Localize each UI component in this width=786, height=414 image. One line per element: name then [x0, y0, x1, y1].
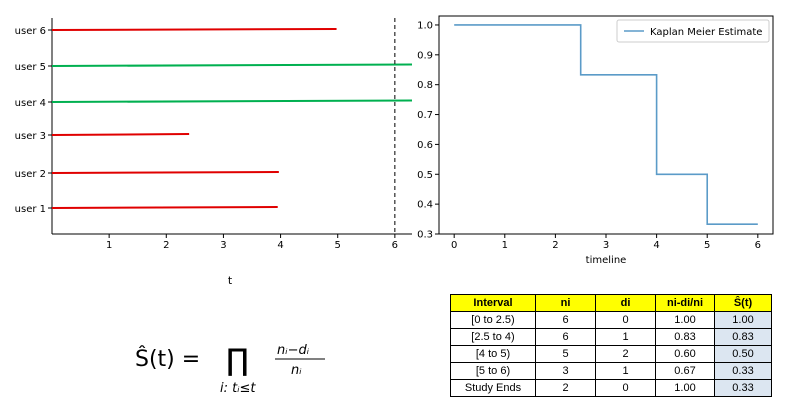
- cell-interval: [0 to 2.5): [450, 311, 536, 329]
- x-tick-label: 5: [335, 240, 341, 251]
- cell-di: 0: [595, 311, 656, 329]
- cell-di: 2: [595, 345, 656, 363]
- cell-di: 0: [595, 379, 656, 397]
- header-ratio: ni-di/ni: [655, 294, 715, 312]
- user-follow-up-line: [51, 63, 413, 67]
- cell-ratio: 0.60: [655, 345, 715, 363]
- cell-ratio: 1.00: [655, 311, 715, 329]
- x-tick-label: 3: [603, 240, 609, 251]
- table-row: [5 to 6) 3 1 0.67 0.33: [450, 362, 772, 380]
- x-tick-label: 2: [552, 240, 558, 251]
- km-step-line: [454, 24, 758, 225]
- user-follow-up-line: [51, 28, 337, 31]
- cell-di: 1: [595, 362, 656, 380]
- user-follow-up-line: [51, 171, 279, 174]
- y-tick-label: 0.3: [417, 230, 433, 241]
- y-tick-label: user 2: [15, 169, 46, 180]
- y-tick-label: user 4: [15, 98, 46, 109]
- table-row: [0 to 2.5) 6 0 1.00 1.00: [450, 311, 772, 329]
- km-formula: Ŝ(t) = ∏ i: tᵢ≤t nᵢ−dᵢ nᵢ: [135, 343, 325, 396]
- y-tick-label: 0.5: [417, 170, 433, 181]
- cell-ni: 2: [535, 379, 596, 397]
- cell-survival: 0.33: [714, 362, 772, 380]
- y-tick-label: user 1: [15, 204, 46, 215]
- user-follow-up-line: [51, 133, 190, 136]
- product-operator: ∏: [226, 343, 249, 378]
- x-tick-label: 0: [451, 240, 457, 251]
- header-survival: Ŝ(t): [714, 294, 772, 312]
- cell-ratio: 0.67: [655, 362, 715, 380]
- cell-survival: 0.50: [714, 345, 772, 363]
- x-tick-label: 5: [704, 240, 710, 251]
- cell-ni: 3: [535, 362, 596, 380]
- cell-interval: [5 to 6): [450, 362, 536, 380]
- x-tick-label: 1: [106, 240, 112, 251]
- kaplan-meier-chart: 0.3 0.4 0.5 0.6 0.7 0.8 0.9 1.0 0 1 2 3 4 5 6 Kaplan …: [417, 15, 774, 266]
- cell-ratio: 1.00: [655, 379, 715, 397]
- y-tick-label: 0.9: [417, 50, 433, 61]
- y-tick-label: 0.6: [417, 140, 433, 151]
- cell-interval: [4 to 5): [450, 345, 536, 363]
- x-tick-label: 4: [277, 240, 283, 251]
- x-axis-label: timeline: [586, 255, 627, 266]
- table-row: [4 to 5) 5 2 0.60 0.50: [450, 345, 772, 363]
- cell-interval: Study Ends: [450, 379, 536, 397]
- y-tick-label: user 5: [15, 62, 46, 73]
- x-tick-label: 1: [502, 240, 508, 251]
- fraction-numerator: nᵢ−dᵢ: [277, 343, 310, 358]
- km-table: Interval ni di ni-di/ni Ŝ(t) [0 to 2.5) …: [450, 294, 772, 397]
- table-header-row: Interval ni di ni-di/ni Ŝ(t): [450, 294, 772, 312]
- fraction-denominator: nᵢ: [291, 363, 302, 378]
- y-tick-label: 0.7: [417, 110, 433, 121]
- y-tick-label: user 3: [15, 131, 46, 142]
- table-row: Study Ends 2 0 1.00 0.33: [450, 379, 772, 397]
- x-tick-label: 4: [653, 240, 659, 251]
- legend-box: [616, 19, 770, 43]
- cell-di: 1: [595, 328, 656, 346]
- y-tick-label: 0.8: [417, 80, 433, 91]
- cell-survival: 1.00: [714, 311, 772, 329]
- formula-lhs: Ŝ(t) =: [135, 346, 200, 372]
- user-follow-up-line: [51, 99, 413, 103]
- user-timeline-chart: user 1 user 2 user 3 user 4 user 5 user 6 1 2 3…: [15, 18, 413, 287]
- header-ni: ni: [535, 294, 596, 312]
- cell-ni: 6: [535, 328, 596, 346]
- y-tick-label: 1.0: [417, 20, 433, 31]
- x-axis-label: t: [228, 274, 233, 287]
- product-subscript: i: tᵢ≤t: [220, 381, 256, 396]
- cell-ni: 5: [535, 345, 596, 363]
- y-tick-label: 0.4: [417, 200, 433, 211]
- y-tick-label: user 6: [15, 26, 46, 37]
- x-tick-label: 6: [392, 240, 398, 251]
- legend: Kaplan Meier Estimate: [616, 19, 770, 43]
- header-interval: Interval: [450, 294, 536, 312]
- cell-ni: 6: [535, 311, 596, 329]
- cell-survival: 0.33: [714, 379, 772, 397]
- plot-frame: [438, 15, 774, 235]
- cell-interval: [2.5 to 4): [450, 328, 536, 346]
- x-tick-label: 2: [163, 240, 169, 251]
- user-follow-up-line: [51, 206, 278, 209]
- cell-survival: 0.83: [714, 328, 772, 346]
- cell-ratio: 0.83: [655, 328, 715, 346]
- legend-label: Kaplan Meier Estimate: [650, 27, 762, 38]
- table-row: [2.5 to 4) 6 1 0.83 0.83: [450, 328, 772, 346]
- header-di: di: [595, 294, 656, 312]
- x-tick-label: 6: [755, 240, 761, 251]
- x-tick-label: 3: [220, 240, 226, 251]
